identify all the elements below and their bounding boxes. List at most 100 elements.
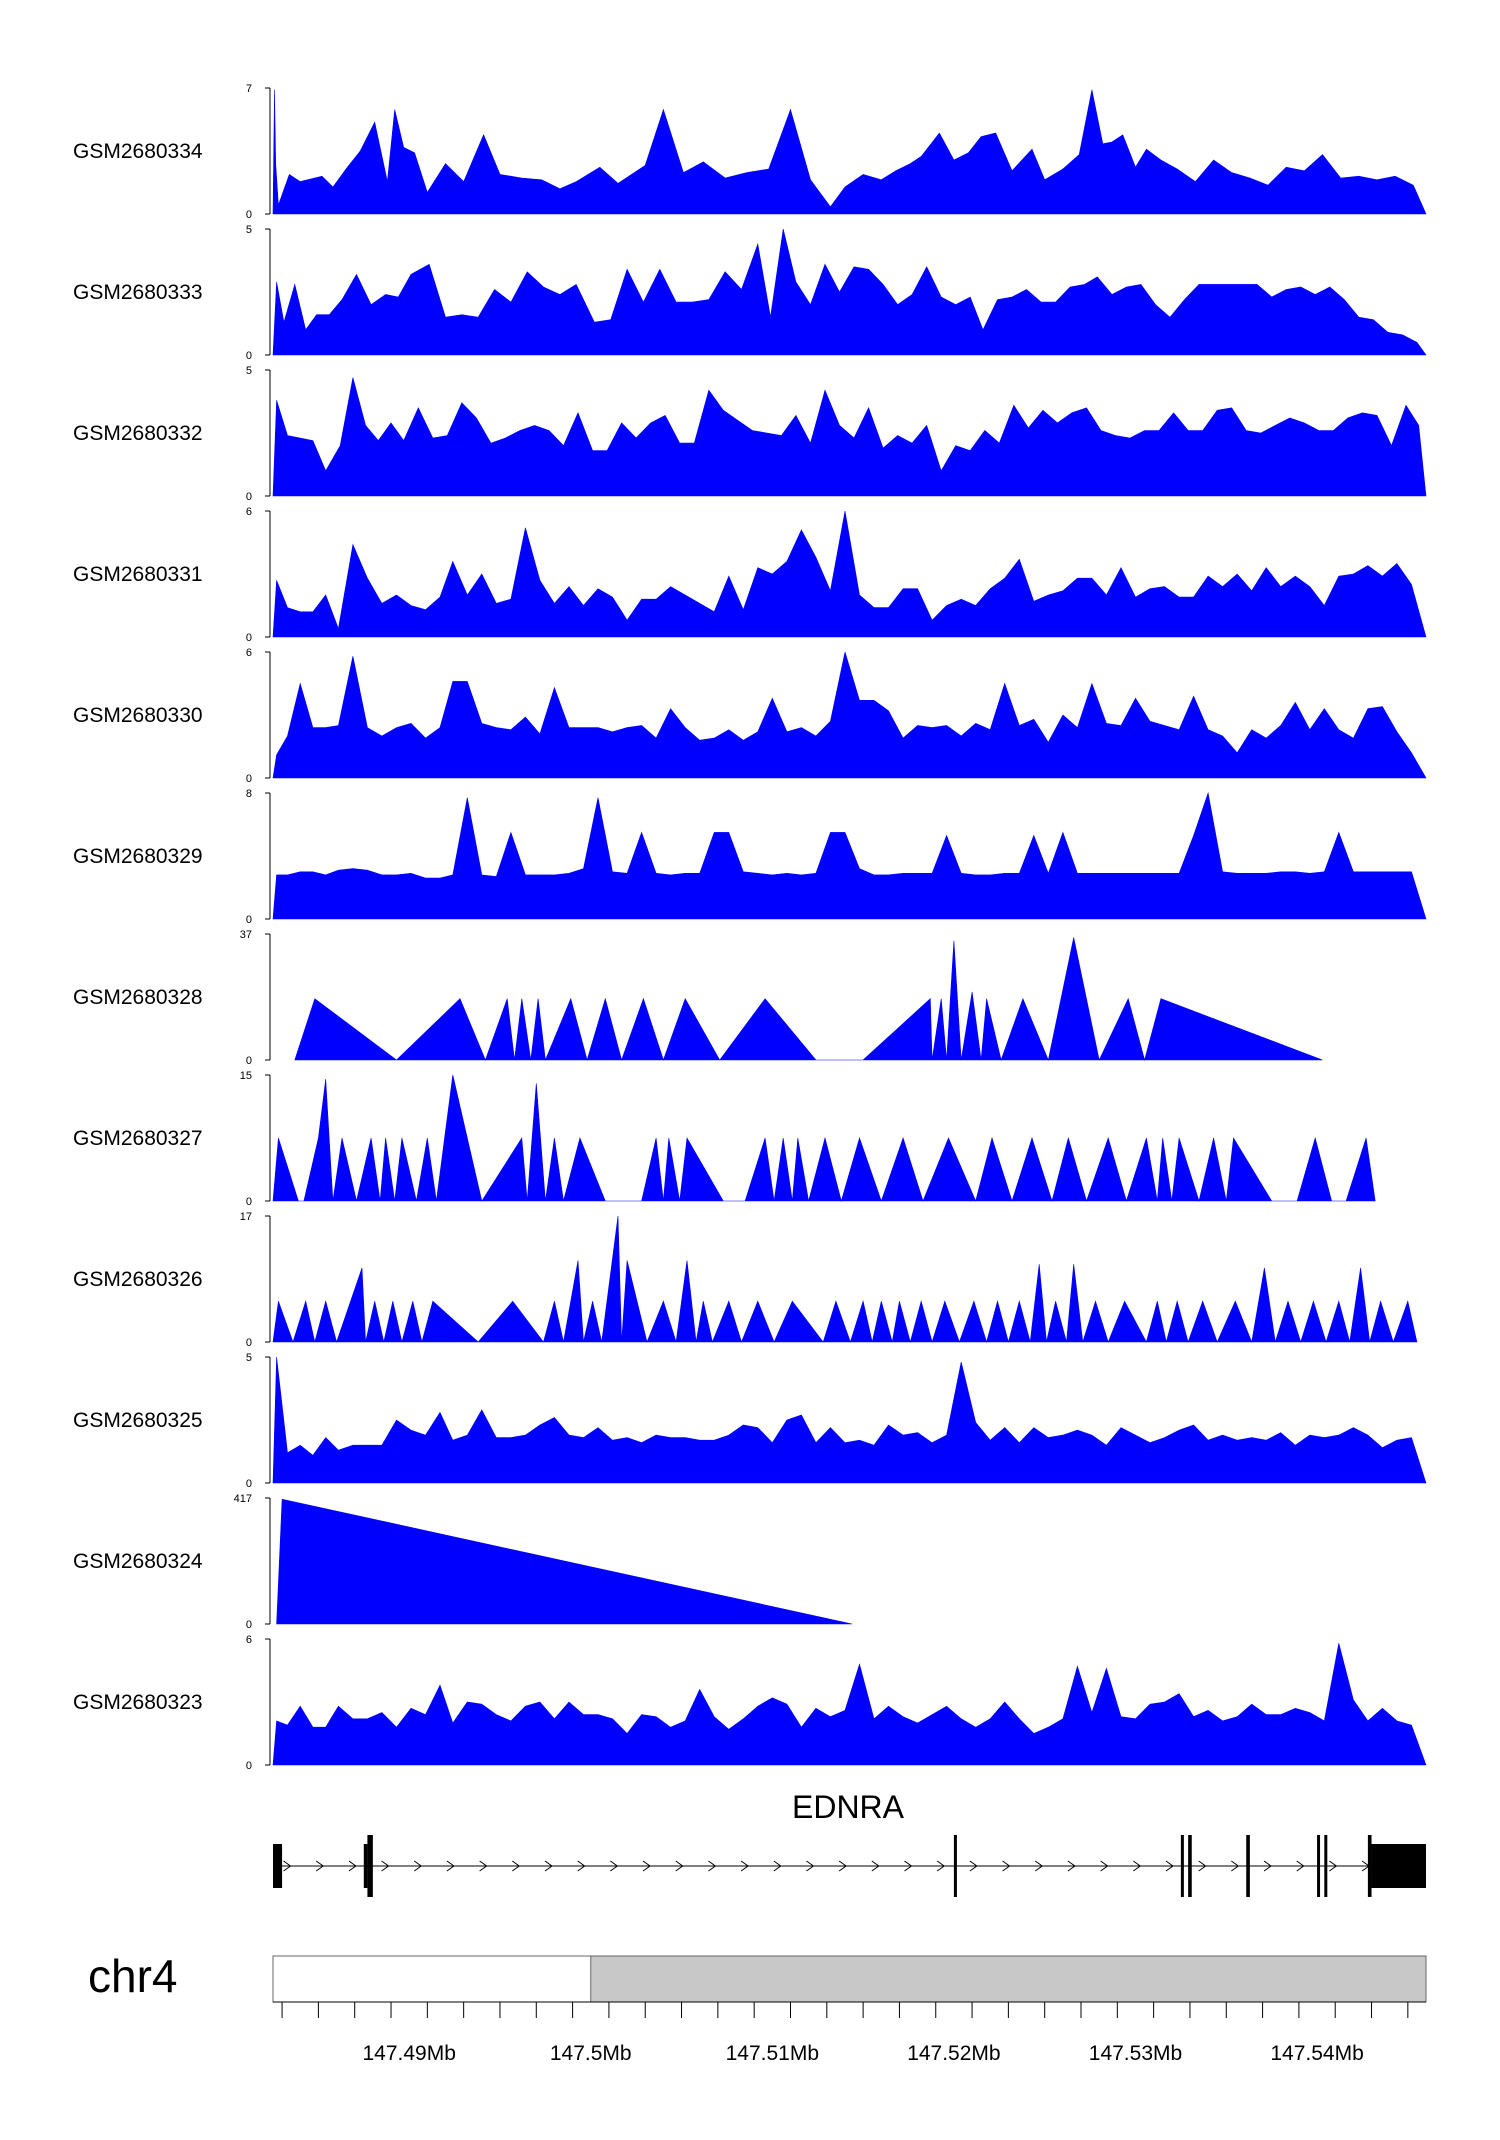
strand-arrow bbox=[936, 1860, 946, 1872]
exon bbox=[1371, 1844, 1426, 1888]
strand-arrow bbox=[381, 1860, 390, 1872]
strand-arrow bbox=[577, 1860, 586, 1872]
x-tick-label: 147.5Mb bbox=[550, 2042, 632, 2065]
x-tick-label: 147.52Mb bbox=[907, 2042, 1000, 2065]
strand-arrow bbox=[1067, 1860, 1076, 1872]
strand-arrow bbox=[544, 1860, 553, 1872]
exon bbox=[363, 1844, 368, 1888]
strand-arrow bbox=[1263, 1860, 1272, 1872]
strand-arrow bbox=[838, 1860, 848, 1872]
y-max-label: 5 bbox=[246, 224, 252, 236]
strand-arrow bbox=[806, 1860, 815, 1872]
track-label: GSM2680334 bbox=[73, 140, 203, 163]
coverage-area bbox=[272, 791, 1427, 920]
strand-arrow bbox=[1198, 1860, 1207, 1872]
y-min-label: 0 bbox=[246, 491, 252, 503]
coverage-area bbox=[272, 1643, 1427, 1766]
exon bbox=[1188, 1835, 1192, 1897]
exon bbox=[1246, 1835, 1250, 1897]
y-max-label: 5 bbox=[246, 365, 252, 377]
y-min-label: 0 bbox=[246, 632, 252, 644]
y-min-label: 0 bbox=[246, 350, 252, 362]
y-max-label: 15 bbox=[240, 1070, 252, 1082]
y-max-label: 6 bbox=[246, 647, 252, 659]
exon bbox=[1317, 1835, 1321, 1897]
track-GSM2680327: GSM2680327 15 0 bbox=[73, 1070, 1376, 1208]
coverage-area bbox=[272, 228, 1427, 356]
y-min-label: 0 bbox=[246, 1196, 252, 1208]
ideogram-filled bbox=[590, 1955, 1427, 2003]
coverage-area bbox=[272, 377, 1427, 497]
track-GSM2680331: GSM2680331 6 0 bbox=[73, 506, 1427, 644]
track-GSM2680329: GSM2680329 8 0 bbox=[73, 788, 1427, 926]
strand-arrow bbox=[1034, 1860, 1044, 1872]
coverage-area bbox=[294, 937, 1323, 1062]
chromosome-ideogram: chr4 bbox=[88, 1950, 1427, 2003]
coverage-tracks: GSM268033470GSM268033350GSM268033250GSM2… bbox=[73, 83, 1427, 1772]
x-tick-label: 147.49Mb bbox=[362, 2042, 455, 2065]
coverage-area bbox=[272, 1215, 1418, 1344]
track-label: GSM2680329 bbox=[73, 845, 203, 868]
strand-arrow bbox=[1165, 1860, 1174, 1872]
y-max-label: 8 bbox=[246, 788, 252, 800]
chromosome-label: chr4 bbox=[88, 1950, 177, 2002]
exon bbox=[1367, 1835, 1372, 1897]
strand-arrow bbox=[642, 1860, 651, 1872]
strand-arrow bbox=[1231, 1860, 1240, 1872]
strand-arrow bbox=[315, 1860, 325, 1872]
track-label: GSM2680325 bbox=[73, 1409, 203, 1432]
track-GSM2680333: GSM2680333 5 0 bbox=[73, 224, 1427, 362]
track-GSM2680328: GSM2680328 37 0 bbox=[73, 929, 1323, 1067]
track-GSM2680332: GSM2680332 5 0 bbox=[73, 365, 1427, 503]
strand-arrow bbox=[512, 1860, 521, 1872]
strand-arrow bbox=[969, 1860, 978, 1872]
strand-arrow bbox=[773, 1860, 782, 1872]
coverage-area bbox=[272, 1074, 1376, 1203]
strand-arrow bbox=[283, 1860, 292, 1872]
track-label: GSM2680330 bbox=[73, 704, 203, 727]
y-min-label: 0 bbox=[246, 1478, 252, 1490]
coverage-area bbox=[276, 1498, 853, 1625]
strand-arrow bbox=[446, 1860, 455, 1872]
exon bbox=[1180, 1835, 1184, 1897]
strand-arrow bbox=[1100, 1860, 1109, 1872]
strand-arrow bbox=[413, 1860, 423, 1872]
track-label: GSM2680332 bbox=[73, 422, 203, 445]
exon bbox=[1324, 1835, 1328, 1897]
track-label: GSM2680324 bbox=[73, 1550, 203, 1573]
exon bbox=[273, 1844, 283, 1888]
strand-arrow bbox=[1133, 1860, 1142, 1872]
y-max-label: 6 bbox=[246, 1634, 252, 1646]
genome-axis: 147.49Mb 147.5Mb 147.51Mb 147.52Mb 147.53Mb 1… bbox=[273, 2001, 1426, 2065]
strand-arrow bbox=[348, 1860, 357, 1872]
track-label: GSM2680323 bbox=[73, 1691, 203, 1714]
track-label: GSM2680327 bbox=[73, 1127, 203, 1150]
y-min-label: 0 bbox=[246, 1760, 252, 1772]
y-min-label: 0 bbox=[246, 1055, 252, 1067]
y-max-label: 17 bbox=[240, 1211, 252, 1223]
track-label: GSM2680331 bbox=[73, 563, 203, 586]
track-label: GSM2680333 bbox=[73, 281, 203, 304]
coverage-area bbox=[272, 651, 1427, 779]
coverage-area bbox=[272, 1356, 1427, 1484]
x-tick-label: 147.51Mb bbox=[726, 2042, 819, 2065]
strand-arrow bbox=[675, 1860, 684, 1872]
strand-arrow bbox=[740, 1860, 749, 1872]
track-GSM2680334: GSM2680334 7 0 bbox=[73, 83, 1427, 221]
x-tick-label: 147.54Mb bbox=[1270, 2042, 1363, 2065]
x-tick-label: 147.53Mb bbox=[1089, 2042, 1182, 2065]
track-GSM2680326: GSM2680326 17 0 bbox=[73, 1211, 1418, 1349]
y-min-label: 0 bbox=[246, 209, 252, 221]
track-label: GSM2680328 bbox=[73, 986, 203, 1009]
strand-arrow bbox=[708, 1860, 717, 1872]
y-min-label: 0 bbox=[246, 914, 252, 926]
y-max-label: 417 bbox=[234, 1493, 252, 1505]
strand-arrow bbox=[1329, 1860, 1338, 1872]
coverage-area bbox=[272, 510, 1427, 638]
y-min-label: 0 bbox=[246, 1337, 252, 1349]
track-label: GSM2680326 bbox=[73, 1268, 203, 1291]
coverage-area bbox=[272, 89, 1427, 215]
y-min-label: 0 bbox=[246, 773, 252, 785]
strand-arrow bbox=[904, 1860, 913, 1872]
